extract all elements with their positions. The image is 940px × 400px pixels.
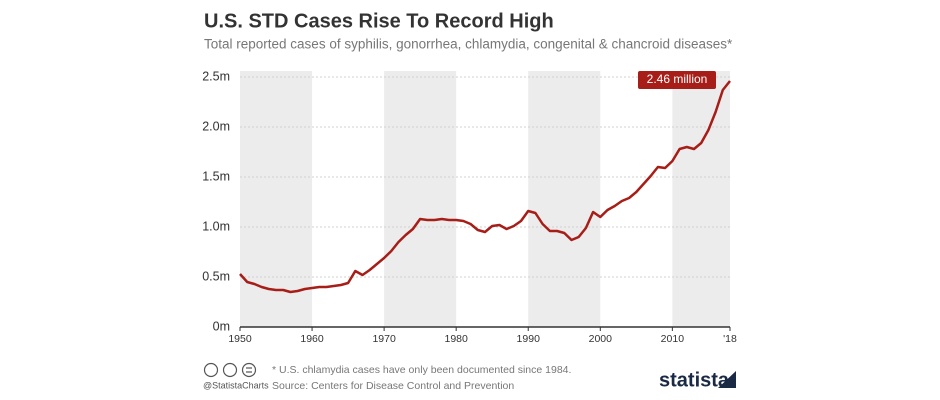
x-tick-label: 1980 xyxy=(444,333,468,345)
y-tick-label: 1.5m xyxy=(202,169,230,183)
x-tick-label: 2000 xyxy=(589,333,613,345)
plot xyxy=(240,71,730,327)
x-tick-label: 2010 xyxy=(661,333,685,345)
y-tick-label: 0m xyxy=(213,319,230,333)
y-tick-label: 0.5m xyxy=(202,269,230,283)
cc-icons xyxy=(203,362,257,378)
chart-title: U.S. STD Cases Rise To Record High xyxy=(204,10,554,32)
x-tick-label: 1990 xyxy=(517,333,541,345)
band xyxy=(384,71,457,327)
annotation-box xyxy=(638,71,716,89)
line xyxy=(239,80,731,294)
annotation: 2.46 million xyxy=(647,72,708,86)
brand-icon xyxy=(718,371,736,388)
band xyxy=(528,71,601,327)
x-tick-label: 1970 xyxy=(372,333,396,345)
footnote: * U.S. chlamydia cases have only been do… xyxy=(272,364,571,376)
y-tick-label: 2.0m xyxy=(202,119,230,133)
x-tick-label: '18 xyxy=(723,333,737,345)
brand: statista xyxy=(659,369,730,391)
band xyxy=(240,71,313,327)
source: Source: Centers for Disease Control and … xyxy=(272,380,514,392)
y-tick-label: 2.5m xyxy=(202,69,230,83)
chart-subtitle: Total reported cases of syphilis, gonorr… xyxy=(204,37,733,52)
y-tick-label: 1.0m xyxy=(202,219,230,233)
x-tick-label: 1950 xyxy=(228,333,252,345)
handle: @StatistaCharts xyxy=(203,380,269,390)
band xyxy=(672,71,730,327)
x-tick-label: 1960 xyxy=(300,333,324,345)
